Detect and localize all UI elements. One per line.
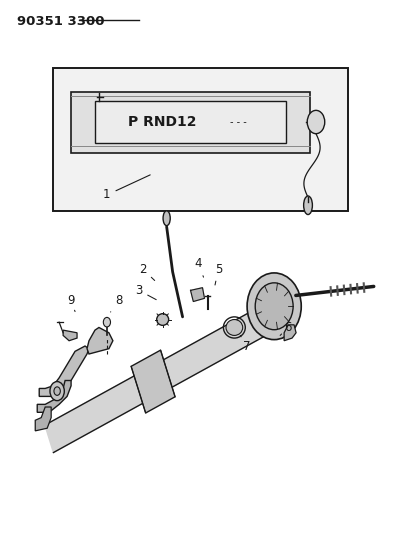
Text: 9: 9 (67, 294, 75, 312)
Text: 1: 1 (103, 175, 150, 201)
Circle shape (50, 382, 64, 401)
Text: 8: 8 (111, 294, 123, 312)
Polygon shape (45, 298, 284, 453)
FancyBboxPatch shape (71, 92, 310, 152)
Polygon shape (131, 350, 175, 413)
Ellipse shape (226, 319, 243, 335)
Text: P RND12: P RND12 (128, 115, 196, 129)
Circle shape (54, 387, 60, 395)
Polygon shape (35, 407, 51, 431)
Polygon shape (63, 330, 77, 341)
Polygon shape (190, 288, 205, 302)
Bar (53, 68, 348, 211)
Text: 5: 5 (215, 263, 222, 285)
Ellipse shape (255, 283, 293, 330)
Text: 2: 2 (139, 263, 155, 280)
Polygon shape (247, 298, 284, 325)
Polygon shape (284, 325, 296, 341)
Text: 3: 3 (135, 284, 156, 300)
Text: 6: 6 (280, 321, 292, 335)
Polygon shape (39, 346, 89, 397)
Circle shape (103, 317, 111, 327)
Text: 4: 4 (195, 257, 203, 277)
Polygon shape (37, 381, 71, 413)
Ellipse shape (304, 196, 312, 215)
Ellipse shape (157, 314, 169, 325)
Ellipse shape (163, 211, 170, 225)
Bar (95, 101, 286, 143)
Text: 7: 7 (240, 335, 250, 352)
Text: - - -: - - - (230, 117, 247, 127)
Ellipse shape (247, 273, 301, 340)
Polygon shape (87, 327, 113, 354)
Text: 90351 3300: 90351 3300 (17, 14, 105, 28)
Circle shape (307, 110, 325, 134)
